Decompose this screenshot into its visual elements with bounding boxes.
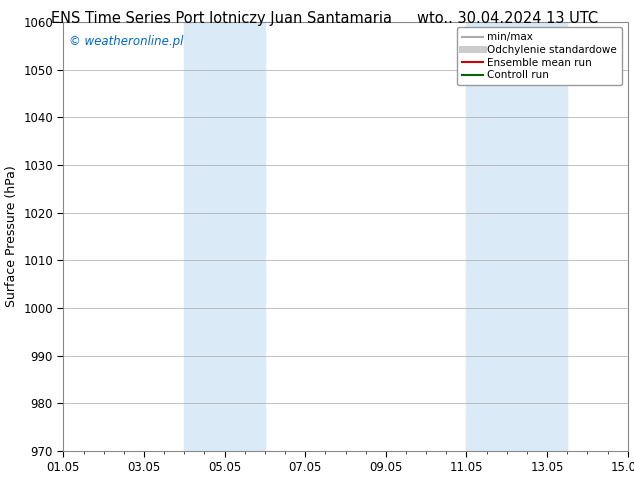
Text: ENS Time Series Port lotniczy Juan Santamaria: ENS Time Series Port lotniczy Juan Santa… <box>51 11 392 26</box>
Y-axis label: Surface Pressure (hPa): Surface Pressure (hPa) <box>4 166 18 307</box>
Text: wto.. 30.04.2024 13 UTC: wto.. 30.04.2024 13 UTC <box>417 11 598 26</box>
Bar <box>467 22 567 451</box>
Legend: min/max, Odchylenie standardowe, Ensemble mean run, Controll run: min/max, Odchylenie standardowe, Ensembl… <box>457 27 623 85</box>
Text: © weatheronline.pl: © weatheronline.pl <box>69 35 183 48</box>
Bar <box>184 22 265 451</box>
